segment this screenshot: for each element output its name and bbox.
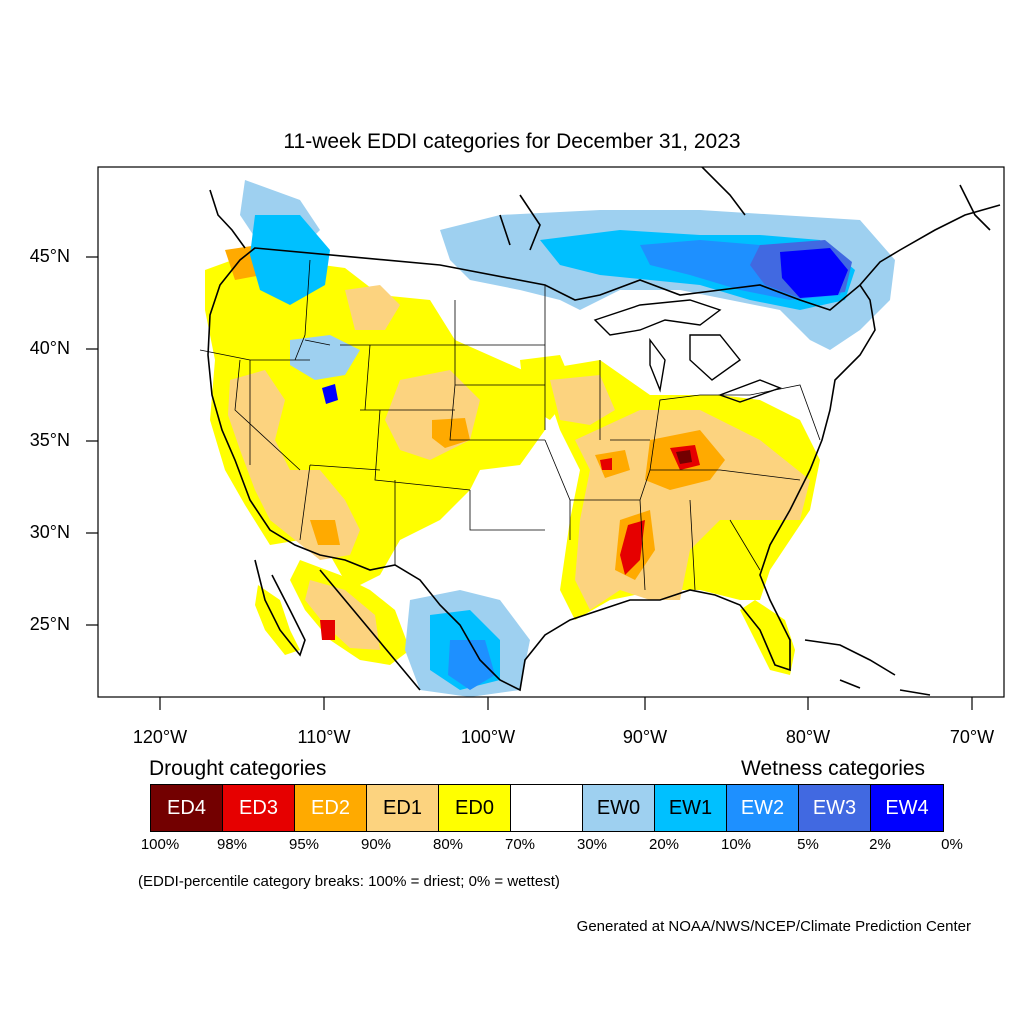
ed4-tennessee-spot — [676, 450, 692, 464]
ew4-utah-spot — [322, 384, 338, 404]
state-lines — [199, 259, 821, 591]
legend-colorbar: ED4 ED3 ED2 ED1 ED0 EW0 EW1 EW2 EW3 EW4 — [150, 784, 944, 832]
legend-cell-ed3: ED3 — [223, 785, 295, 831]
ew2-texas-region — [448, 640, 495, 690]
percentile-label: 0% — [941, 836, 963, 853]
legend-cell-ew2: EW2 — [727, 785, 799, 831]
legend-cell-ed1: ED1 — [367, 785, 439, 831]
ed2-ozark-region — [595, 450, 630, 478]
map-title: 11-week EDDI categories for December 31,… — [283, 130, 741, 153]
wetness-heading: Wetness categories — [741, 757, 926, 780]
legend-cell-ew1: EW1 — [655, 785, 727, 831]
percentile-label: 2% — [869, 836, 891, 853]
drought-heading: Drought categories — [149, 757, 327, 780]
lat-label-40: 40°N — [29, 338, 70, 358]
ed1-west-region — [228, 370, 360, 560]
ed0-baja-region — [255, 585, 300, 655]
lon-label-80: 80°W — [785, 727, 831, 747]
percentile-label: 10% — [720, 836, 752, 853]
percentile-label: 90% — [360, 836, 392, 853]
legend-cell-ed4: ED4 — [151, 785, 223, 831]
legend-cell-ew3: EW3 — [799, 785, 871, 831]
ew0-idaho-region — [290, 335, 360, 380]
ed3-ozark-spot — [600, 458, 612, 470]
percentile-label: 95% — [288, 836, 320, 853]
great-lakes — [593, 299, 782, 403]
percentile-label: 98% — [216, 836, 248, 853]
ed0-florida-region — [740, 600, 795, 675]
lat-label-35: 35°N — [29, 430, 70, 450]
ew4-northeast-region — [780, 248, 848, 298]
legend-cell-ed0: ED0 — [439, 785, 511, 831]
percentile-label: 30% — [576, 836, 608, 853]
legend-cell-ew0: EW0 — [583, 785, 655, 831]
percentile-label: 5% — [797, 836, 819, 853]
ed2-arizona-region — [310, 520, 340, 545]
legend-cell-ed2: ED2 — [295, 785, 367, 831]
legend-cell-ew4: EW4 — [871, 785, 943, 831]
canada-coast — [209, 167, 1001, 286]
lat-label-25: 25°N — [29, 614, 70, 634]
ed3-mexico-spot — [320, 620, 335, 640]
ew1-northwest-region — [250, 215, 330, 305]
lon-label-100: 100°W — [460, 727, 516, 747]
legend-cell-neutral — [511, 785, 583, 831]
ed1-mexico-region — [305, 580, 380, 650]
ed1-iowa-region — [550, 375, 615, 425]
percentile-label: 20% — [648, 836, 680, 853]
lon-label-110: 110°W — [297, 727, 351, 747]
credit-line: Generated at NOAA/NWS/NCEP/Climate Predi… — [576, 918, 971, 935]
us-outline — [207, 247, 876, 692]
lon-label-90: 90°W — [622, 727, 668, 747]
percentile-label: 80% — [432, 836, 464, 853]
lat-label-30: 30°N — [29, 522, 70, 542]
ed3-mississippi-strip — [620, 520, 645, 575]
percentile-label: 100% — [140, 836, 180, 853]
percentile-label: 70% — [504, 836, 536, 853]
lon-label-70: 70°W — [949, 727, 995, 747]
caribbean-islands — [804, 639, 931, 696]
plot-frame — [97, 166, 1005, 698]
lon-label-120: 120°W — [132, 727, 188, 747]
ed1-montana-region — [345, 285, 400, 330]
lat-label-45: 45°N — [29, 246, 70, 266]
mexico-coast — [254, 559, 421, 691]
category-note: (EDDI-percentile category breaks: 100% =… — [138, 873, 560, 890]
